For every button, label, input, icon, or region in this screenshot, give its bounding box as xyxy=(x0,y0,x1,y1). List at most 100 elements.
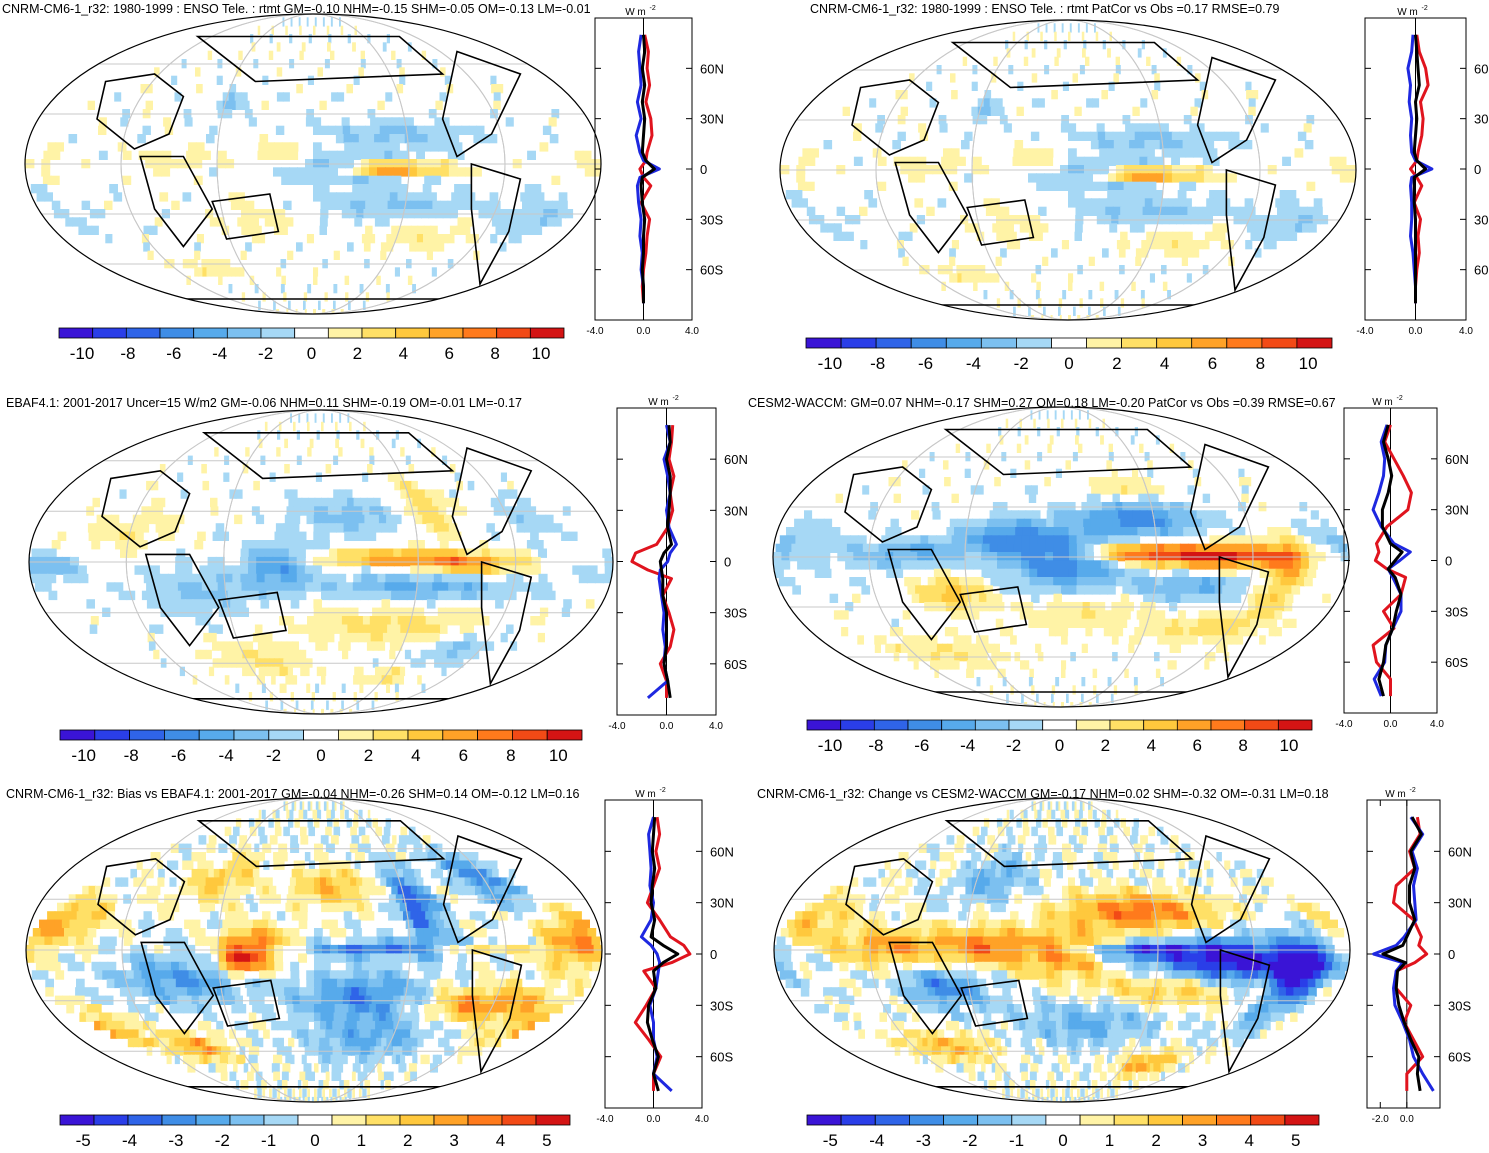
anomaly-cell xyxy=(562,953,571,962)
anomaly-cell xyxy=(1301,560,1310,569)
anomaly-cell xyxy=(82,201,91,210)
anomaly-cell xyxy=(133,523,142,532)
anomaly-cell xyxy=(224,641,231,650)
anomaly-cell xyxy=(100,920,109,929)
anomaly-cell xyxy=(1113,132,1121,141)
anomaly-cell xyxy=(1013,569,1022,578)
anomaly-cell xyxy=(187,987,196,996)
anomaly-cell xyxy=(547,523,556,532)
panel-2-title: CNRM-CM6-1_r32: 1980-1999 : ENSO Tele. :… xyxy=(810,2,1279,16)
anomaly-cell xyxy=(506,549,515,558)
anomaly-cell xyxy=(321,675,326,684)
anomaly-cell xyxy=(410,1004,418,1013)
anomaly-cell xyxy=(460,979,469,988)
anomaly-cell xyxy=(816,519,824,528)
anomaly-cell xyxy=(327,1013,335,1022)
anomaly-cell xyxy=(775,569,784,578)
anomaly-cell xyxy=(421,903,429,912)
anomaly-cell xyxy=(383,979,392,988)
anomaly-cell xyxy=(1132,123,1140,132)
anomaly-cell xyxy=(1150,273,1155,282)
anomaly-cell xyxy=(187,861,193,870)
anomaly-cell xyxy=(313,565,322,574)
anomaly-cell xyxy=(1211,232,1219,241)
anomaly-cell xyxy=(329,979,338,988)
anomaly-cell xyxy=(548,1004,556,1013)
anomaly-cell xyxy=(266,937,275,946)
anomaly-cell xyxy=(1143,519,1151,528)
anomaly-cell xyxy=(391,142,400,151)
zonal-units-exponent: -2 xyxy=(650,5,656,12)
anomaly-cell xyxy=(467,1029,474,1038)
anomaly-cell xyxy=(566,920,575,929)
anomaly-cell xyxy=(1295,535,1304,544)
anomaly-cell xyxy=(942,594,951,603)
anomaly-cell xyxy=(544,201,553,210)
anomaly-cell xyxy=(209,126,217,135)
anomaly-cell xyxy=(1188,485,1195,494)
anomaly-cell xyxy=(456,582,465,591)
anomaly-cell xyxy=(378,962,387,971)
anomaly-cell xyxy=(336,818,339,827)
anomaly-cell xyxy=(405,234,412,243)
anomaly-cell xyxy=(302,877,309,886)
anomaly-cell xyxy=(1061,577,1070,586)
anomaly-cell xyxy=(1095,610,1103,619)
anomaly-cell xyxy=(207,920,216,929)
anomaly-cell xyxy=(432,267,437,276)
anomaly-cell xyxy=(1084,585,1093,594)
anomaly-cell xyxy=(296,1021,303,1030)
anomaly-cell xyxy=(1135,427,1138,436)
anomaly-cell xyxy=(1213,223,1221,232)
anomaly-cell xyxy=(1275,198,1284,207)
anomaly-cell xyxy=(372,515,380,524)
anomaly-cell xyxy=(925,560,934,569)
anomaly-cell xyxy=(1076,585,1085,594)
anomaly-cell xyxy=(465,641,472,650)
anomaly-cell xyxy=(329,582,338,591)
anomaly-cell xyxy=(920,635,927,644)
anomaly-cell xyxy=(314,937,323,946)
anomaly-cell xyxy=(327,886,334,895)
anomaly-cell xyxy=(524,565,533,574)
anomaly-cell xyxy=(1198,619,1206,628)
anomaly-cell xyxy=(1168,198,1177,207)
panel-3-map xyxy=(29,410,614,718)
anomaly-cell xyxy=(1075,232,1083,241)
anomaly-cell xyxy=(810,148,819,157)
anomaly-cell xyxy=(1277,207,1286,216)
anomaly-cell xyxy=(260,877,267,886)
anomaly-cell xyxy=(428,134,437,143)
anomaly-cell xyxy=(263,835,267,844)
anomaly-cell xyxy=(314,987,323,996)
anomaly-cell xyxy=(799,198,808,207)
anomaly-cell xyxy=(354,498,362,507)
anomaly-cell xyxy=(398,616,406,625)
anomaly-cell xyxy=(548,928,557,937)
anomaly-cell xyxy=(358,67,364,76)
anomaly-cell xyxy=(1013,240,1020,249)
anomaly-cell xyxy=(1228,569,1237,578)
anomaly-cell xyxy=(540,217,548,226)
anomaly-cell xyxy=(547,591,556,600)
anomaly-cell xyxy=(258,641,265,650)
anomaly-cell xyxy=(1321,527,1330,536)
anomaly-cell xyxy=(210,633,217,642)
anomaly-cell xyxy=(1179,577,1188,586)
anomaly-cell xyxy=(238,818,241,827)
anomaly-cell xyxy=(439,928,448,937)
anomaly-cell xyxy=(457,650,463,659)
anomaly-cell xyxy=(329,167,338,176)
anomaly-cell xyxy=(368,234,375,243)
anomaly-cell xyxy=(345,489,352,498)
anomaly-cell xyxy=(218,276,223,285)
anomaly-cell xyxy=(358,633,365,642)
anomaly-cell xyxy=(549,970,558,979)
anomaly-cell xyxy=(1177,627,1184,636)
anomaly-cell xyxy=(533,928,542,937)
anomaly-cell xyxy=(412,134,421,143)
anomaly-cell xyxy=(1053,527,1062,536)
anomaly-cell xyxy=(112,532,121,541)
anomaly-cell xyxy=(1013,560,1022,569)
anomaly-cell xyxy=(1077,577,1086,586)
